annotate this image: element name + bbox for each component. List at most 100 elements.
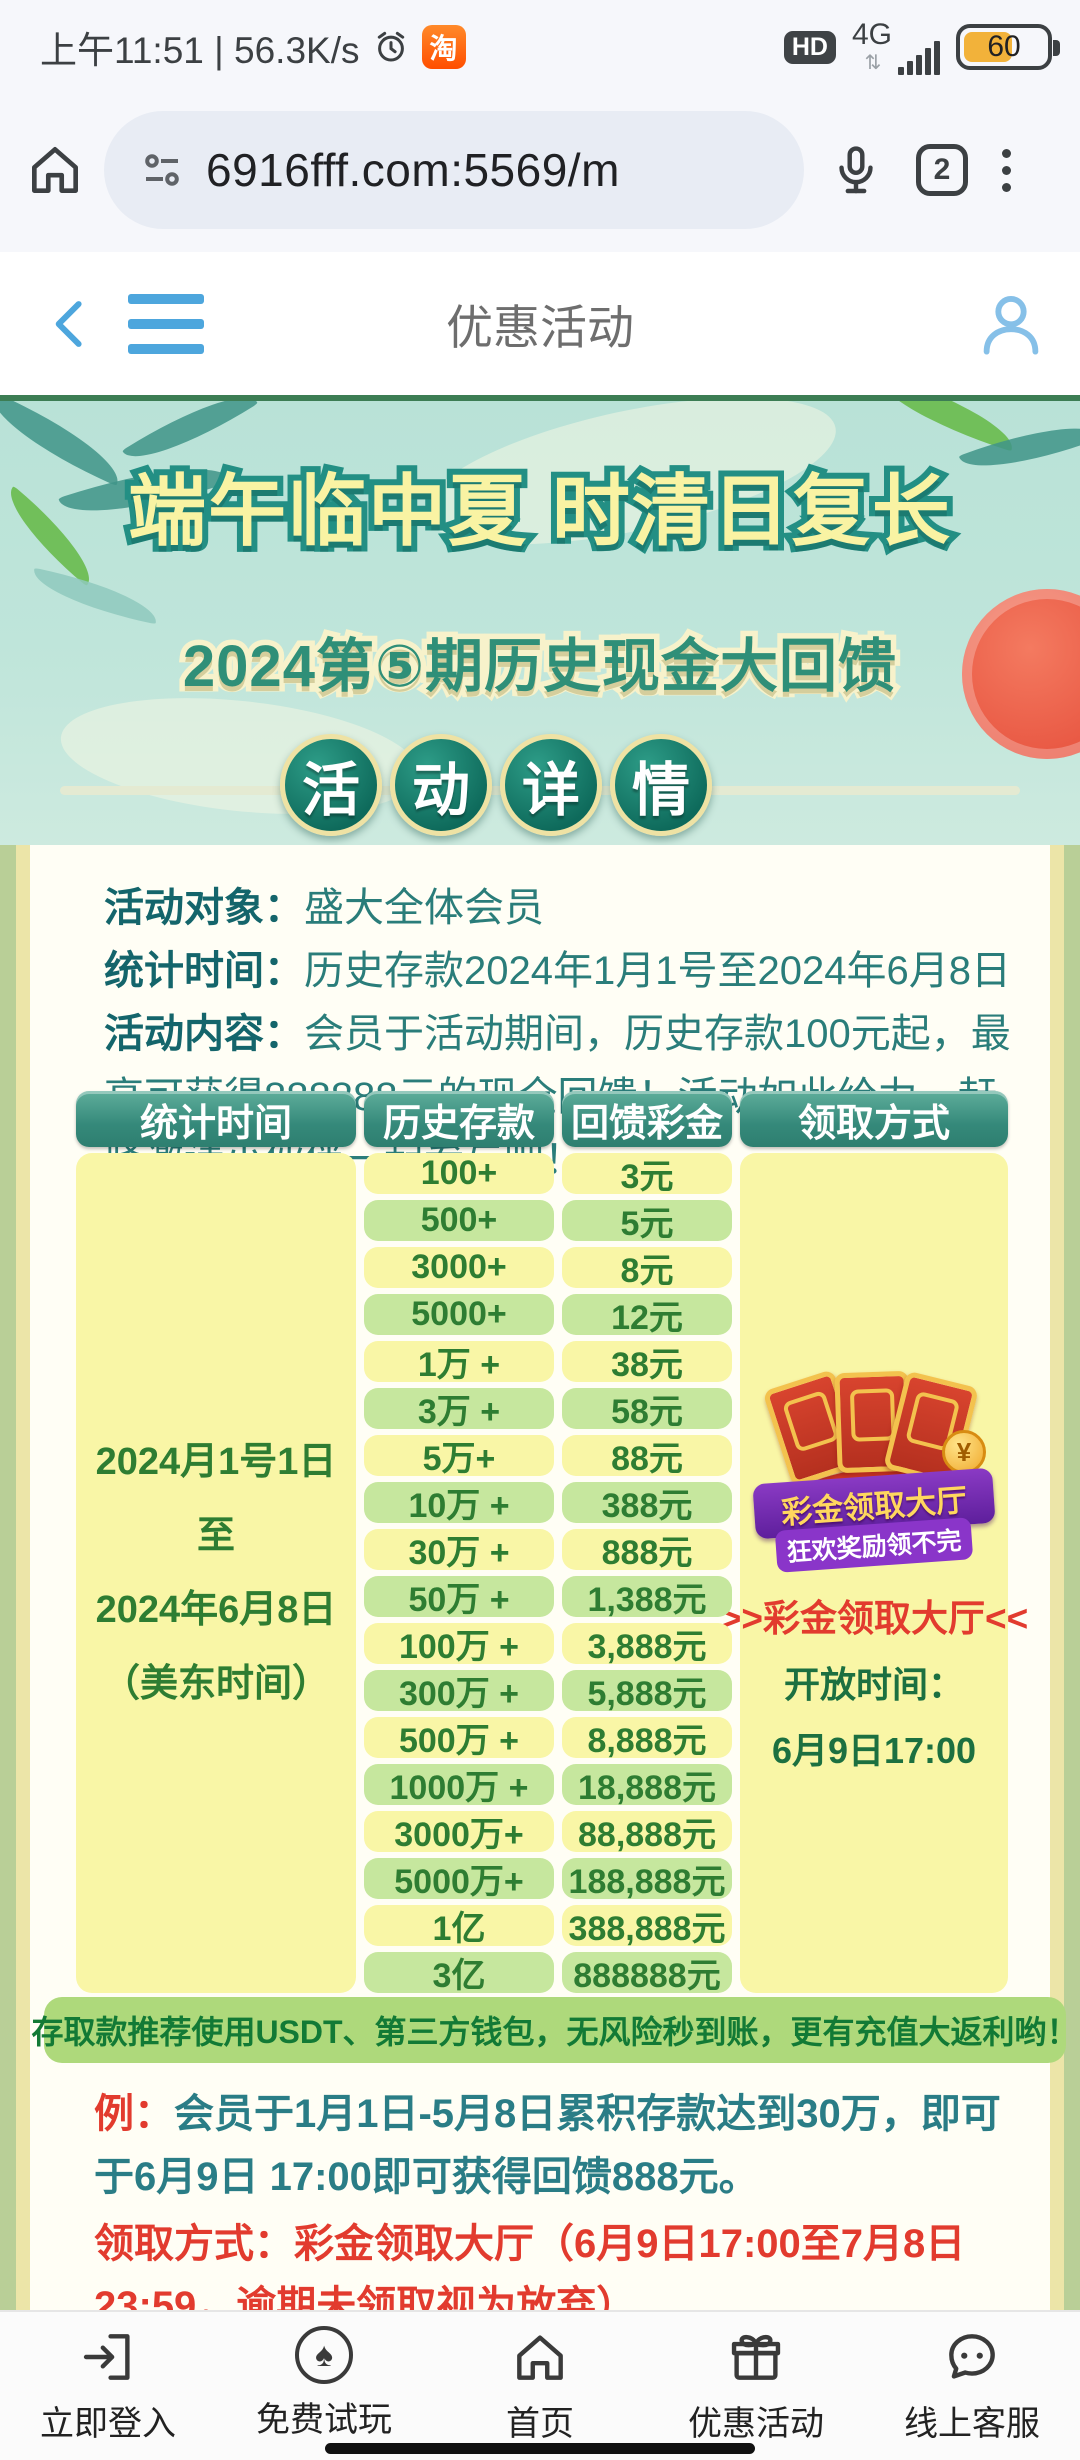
bottom-nav: 立即登入 ♠ 免费试玩 首页 优惠活动 [0,2310,1080,2460]
intro-content-label: 活动内容： [104,1012,304,1056]
gift-icon [725,2326,787,2388]
deposit-cell: 3000+ [364,1247,554,1288]
bonus-cell: 5,888元 [562,1670,732,1713]
open-time-value: 6月9日17:00 [771,1730,977,1771]
nav-label: 首页 [506,2405,574,2443]
signal-icon: 4G ⇅ [852,19,940,75]
bonus-hall-link[interactable]: >>彩金领取大厅<< [719,1598,1029,1639]
bonus-cell: 1,388元 [562,1576,732,1619]
banner-subtitle: 2024第⑤期历史现金大回馈 [177,629,901,705]
nav-label: 立即登入 [40,2405,176,2443]
deposit-cell: 5万+ [364,1435,554,1478]
detail-badge: 情 [610,734,712,836]
home-button[interactable] [24,139,86,201]
intro-target: 盛大全体会员 [304,886,544,930]
deposit-cell: 3000万+ [364,1811,554,1854]
back-button[interactable] [40,292,104,356]
menu-button[interactable] [128,293,204,354]
nav-item-home[interactable]: 首页 [432,2312,648,2460]
nav-item-customer-service[interactable]: 线上客服 [864,2312,1080,2460]
deposit-cell: 5000+ [364,1294,554,1335]
table-header-time: 统计时间 [76,1091,356,1147]
reward-table: 统计时间 历史存款 回馈彩金 领取方式 2024月1号1日 至 2024年6月8… [76,1091,1028,1995]
deposit-cell: 5000万+ [364,1858,554,1901]
deposit-cell: 1万 + [364,1341,554,1384]
bonus-cell: 3元 [562,1153,732,1196]
example-label: 例： [94,2092,174,2136]
bonus-cell: 8,888元 [562,1717,732,1760]
nav-item-login[interactable]: 立即登入 [0,2312,216,2460]
table-header-deposit: 历史存款 [364,1091,554,1147]
url-text[interactable]: 6916fff.com:5569/m [206,144,620,196]
bonus-cell: 888888元 [562,1952,732,1995]
deposit-cell: 100万 + [364,1623,554,1666]
deposit-cell: 3万 + [364,1388,554,1431]
home-indicator[interactable] [325,2443,755,2454]
home-icon [509,2326,571,2388]
activity-detail-badges: 活 动 详 情 [0,734,1080,845]
open-time-label: 开放时间： [783,1664,964,1705]
deposit-cell: 30万 + [364,1529,554,1572]
deposit-cell: 1000万 + [364,1764,554,1807]
table-header-bonus: 回馈彩金 [562,1091,732,1147]
detail-badge: 活 [280,734,382,836]
bonus-cell: 8元 [562,1247,732,1290]
bonus-cell: 188,888元 [562,1858,732,1901]
account-icon[interactable] [972,285,1050,363]
login-icon [77,2326,139,2388]
deposit-cell: 500万 + [364,1717,554,1760]
hd-icon: HD [783,30,836,64]
nav-item-promotions[interactable]: 优惠活动 [648,2312,864,2460]
chat-icon [941,2326,1003,2388]
bonus-cell: 388元 [562,1482,732,1525]
mic-button[interactable] [828,142,884,198]
bonus-cell: 388,888元 [562,1905,732,1948]
alarm-icon [372,28,410,66]
deposit-cell: 100+ [364,1153,554,1194]
intro-period-label: 统计时间： [104,949,304,993]
deposit-cell: 3亿 [364,1952,554,1995]
url-bar[interactable]: 6916fff.com:5569/m [104,111,804,229]
bonus-cell: 88元 [562,1435,732,1478]
table-header-claim: 领取方式 [740,1091,1008,1147]
bonus-cell: 3,888元 [562,1623,732,1666]
deposit-cell: 10万 + [364,1482,554,1525]
bonus-cell: 18,888元 [562,1764,732,1807]
intro-period: 历史存款2024年1月1号至2024年6月8日 [304,949,1011,993]
bonus-cell: 88,888元 [562,1811,732,1854]
bonus-cell: 888元 [562,1529,732,1572]
claim-info-cell: ¥ 彩金领取大厅 狂欢奖励领不完 >>彩金领取大厅<< 开放时间： 6月9日17… [720,1153,1028,1993]
bonus-cell: 5元 [562,1200,732,1243]
banner-title: 端午临中夏 时清日复长 [122,461,956,561]
deposit-cell: 1亿 [364,1905,554,1948]
bonus-cell: 12元 [562,1294,732,1337]
app-header: 优惠活动 [0,252,1080,395]
battery-percent: 60 [987,30,1021,63]
battery-icon: 60 [956,24,1060,70]
browser-menu-button[interactable] [996,143,1017,198]
taobao-app-icon: 淘 [421,25,466,69]
bonus-cell: 58元 [562,1388,732,1431]
site-settings-icon[interactable] [138,146,186,194]
nav-label: 线上客服 [904,2405,1040,2443]
detail-badge: 动 [390,734,492,836]
page-title: 优惠活动 [446,301,634,354]
bamboo-leaf-decoration [28,567,162,625]
detail-badge: 详 [500,734,602,836]
nav-label: 免费试玩 [256,2401,392,2439]
deposit-cell: 500+ [364,1200,554,1241]
nav-item-free-play[interactable]: ♠ 免费试玩 [216,2312,432,2460]
gold-coin-icon: ¥ [942,1430,986,1474]
promo-banner: 端午临中夏 时清日复长 2024第⑤期历史现金大回馈 活 动 详 情 [0,395,1080,845]
promo-content: 活动对象：盛大全体会员 统计时间：历史存款2024年1月1号至2024年6月8日… [0,845,1080,2328]
intro-target-label: 活动对象： [104,886,304,930]
spade-icon: ♠ [295,2326,353,2384]
tab-switcher-button[interactable]: 2 [916,144,968,196]
data-arrows-icon: ⇅ [864,51,882,74]
usdt-notice: 存取款推荐使用USDT、第三方钱包，无风险秒到账，更有充值大返利哟！ [31,1997,1079,2063]
deposit-cell: 300万 + [364,1670,554,1713]
deposit-cell: 50万 + [364,1576,554,1619]
bonus-cell: 38元 [562,1341,732,1384]
bonus-hall-badge: ¥ 彩金领取大厅 狂欢奖励领不完 [752,1369,996,1573]
